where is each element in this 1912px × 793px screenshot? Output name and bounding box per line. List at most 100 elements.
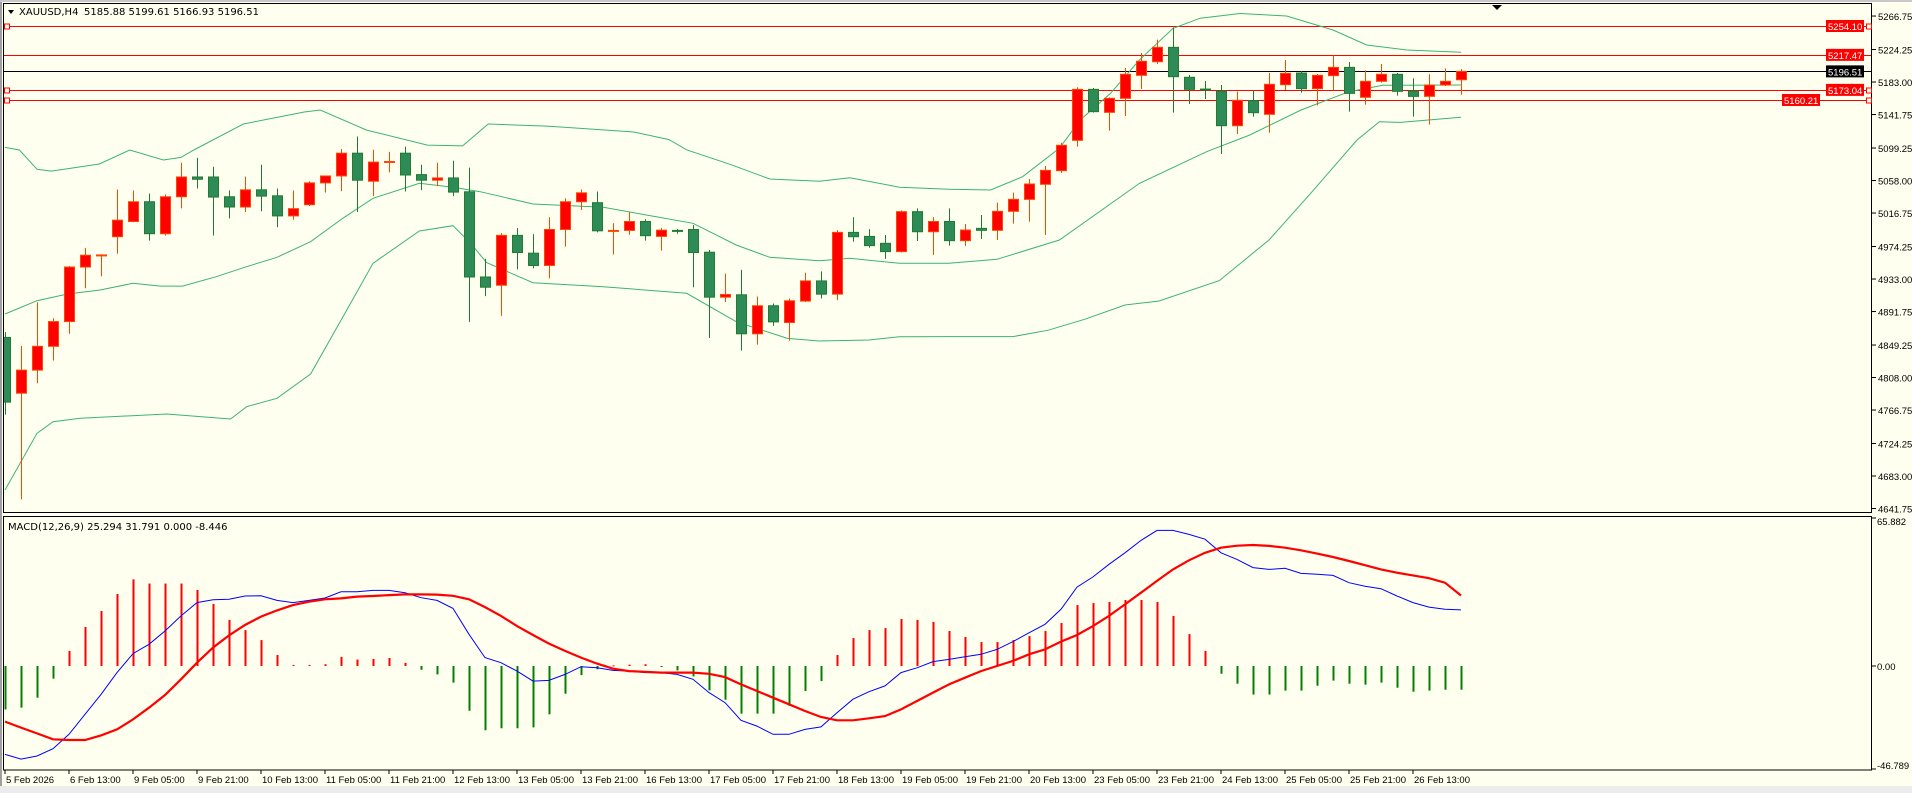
candle[interactable] [544, 217, 555, 279]
candle[interactable] [160, 194, 171, 236]
candle[interactable] [1296, 71, 1307, 93]
candle[interactable] [1, 332, 11, 415]
line-handle-icon[interactable] [4, 97, 10, 104]
candle[interactable] [480, 258, 491, 297]
candle[interactable] [80, 247, 91, 289]
candle[interactable] [992, 202, 1003, 241]
line-handle-icon[interactable] [1866, 23, 1872, 30]
candle[interactable] [192, 157, 203, 189]
candle[interactable] [512, 228, 523, 270]
candle[interactable] [1152, 39, 1163, 64]
candle[interactable] [912, 208, 923, 241]
candle[interactable] [976, 214, 987, 239]
candle[interactable] [1136, 53, 1147, 90]
candle[interactable] [304, 181, 315, 206]
candle[interactable] [1200, 81, 1211, 99]
candle[interactable] [832, 230, 843, 301]
candle[interactable] [368, 149, 379, 197]
candle[interactable] [768, 303, 779, 326]
candle[interactable] [320, 175, 331, 193]
candle[interactable] [288, 190, 299, 220]
candle[interactable] [208, 166, 219, 236]
candle[interactable] [432, 162, 443, 187]
candle[interactable] [32, 302, 43, 384]
candle[interactable] [608, 223, 619, 255]
candle[interactable] [1088, 88, 1099, 113]
candle[interactable] [896, 210, 907, 253]
candle[interactable] [48, 318, 59, 361]
candle[interactable] [352, 136, 363, 212]
candle[interactable] [624, 212, 635, 235]
candle[interactable] [128, 190, 139, 223]
candle[interactable] [928, 217, 939, 255]
candle[interactable] [1072, 87, 1083, 147]
candle[interactable] [112, 189, 123, 254]
candle[interactable] [1280, 60, 1291, 90]
candle[interactable] [1104, 97, 1115, 131]
candle[interactable] [1440, 68, 1451, 87]
candle[interactable] [576, 189, 587, 210]
candle[interactable] [272, 188, 283, 228]
candle[interactable] [464, 167, 475, 322]
candle[interactable] [736, 269, 747, 351]
candle[interactable] [384, 151, 395, 173]
candle[interactable] [1056, 142, 1067, 174]
line-handle-icon[interactable] [4, 23, 10, 30]
candle[interactable] [880, 235, 891, 259]
candle[interactable] [800, 272, 811, 303]
candle[interactable] [176, 162, 187, 209]
candle[interactable] [1248, 91, 1259, 117]
candle[interactable] [1360, 70, 1371, 105]
candle[interactable] [1424, 74, 1435, 125]
candle[interactable] [1344, 62, 1355, 112]
dropdown-triangle-icon[interactable] [8, 10, 14, 14]
candle[interactable] [848, 217, 859, 242]
candle[interactable] [240, 176, 251, 212]
candle[interactable] [560, 198, 571, 247]
macd-panel[interactable] [4, 529, 1463, 760]
candle[interactable] [496, 233, 507, 316]
candle[interactable] [256, 164, 267, 212]
candle[interactable] [1168, 27, 1179, 113]
candle[interactable] [1120, 68, 1131, 116]
candle[interactable] [16, 346, 27, 500]
candle[interactable] [416, 164, 427, 191]
candle[interactable] [1456, 68, 1467, 95]
candle[interactable] [448, 160, 459, 197]
candle[interactable] [656, 228, 667, 251]
candle[interactable] [1264, 73, 1275, 133]
candle[interactable] [1328, 55, 1339, 91]
candle[interactable] [1024, 179, 1035, 222]
line-handle-icon[interactable] [4, 87, 10, 94]
candle[interactable] [1008, 192, 1019, 224]
candle[interactable] [640, 219, 651, 241]
candle[interactable] [1216, 85, 1227, 154]
candle[interactable] [336, 149, 347, 192]
candle[interactable] [64, 266, 75, 334]
candle[interactable] [688, 225, 699, 288]
candle[interactable] [784, 298, 795, 341]
candle[interactable] [1040, 166, 1051, 235]
line-handle-icon[interactable] [1866, 97, 1872, 104]
price-panel[interactable] [1, 12, 1873, 500]
candle[interactable] [1312, 73, 1323, 106]
candle[interactable] [672, 229, 683, 234]
candle[interactable] [224, 190, 235, 219]
candle[interactable] [1392, 73, 1403, 96]
candle[interactable] [1376, 63, 1387, 83]
chart-shift-marker-icon[interactable] [1492, 5, 1502, 10]
candle[interactable] [960, 224, 971, 246]
candle[interactable] [944, 208, 955, 246]
candle[interactable] [144, 193, 155, 241]
candle[interactable] [1408, 78, 1419, 117]
candle[interactable] [752, 296, 763, 345]
candle[interactable] [864, 229, 875, 248]
candle[interactable] [96, 254, 107, 277]
candle[interactable] [704, 249, 715, 339]
candle[interactable] [816, 271, 827, 299]
candle[interactable] [1232, 91, 1243, 135]
candle[interactable] [400, 146, 411, 192]
candle[interactable] [1184, 75, 1195, 105]
candle[interactable] [720, 273, 731, 303]
